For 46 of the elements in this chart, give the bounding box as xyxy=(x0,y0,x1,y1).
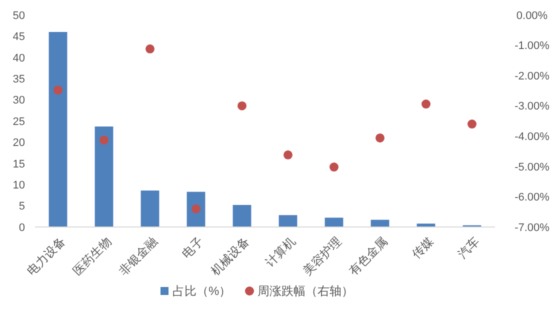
point xyxy=(54,86,62,95)
point xyxy=(238,101,246,110)
y2-tick-label: -3.00% xyxy=(514,100,550,113)
point xyxy=(376,133,384,142)
bar xyxy=(278,215,298,227)
bar xyxy=(232,204,252,227)
x-tick-label: 美容护理 xyxy=(300,234,344,278)
y2-tick-label: -5.00% xyxy=(514,161,550,174)
y-tick-label: 10 xyxy=(12,179,25,192)
x-tick-label: 计算机 xyxy=(262,234,298,270)
point xyxy=(468,120,476,129)
y-tick-label: 25 xyxy=(12,116,25,128)
y2-tick-label: -2.00% xyxy=(514,70,550,82)
legend-label: 占比（%） xyxy=(172,284,232,298)
x-tick-label: 电子 xyxy=(179,234,206,262)
y2-tick-label: 0.00% xyxy=(516,10,548,22)
point xyxy=(284,150,292,160)
x-tick-label: 电力设备 xyxy=(24,234,68,278)
x-tick-label: 医药生物 xyxy=(70,234,114,278)
y2-tick-label: -7.00% xyxy=(514,222,550,234)
x-tick-label: 汽车 xyxy=(455,234,482,262)
point xyxy=(100,136,108,145)
y2-tick-label: -6.00% xyxy=(514,192,550,204)
bar xyxy=(324,218,344,227)
y-tick-label: 40 xyxy=(12,52,25,64)
x-tick-label: 有色金属 xyxy=(346,234,390,278)
y-tick-label: 15 xyxy=(12,158,25,170)
legend-label: 周涨跌幅（右轴） xyxy=(258,284,354,298)
y-tick-label: 30 xyxy=(12,94,25,107)
y-tick-label: 35 xyxy=(12,73,25,86)
point xyxy=(330,162,338,172)
y2-tick-label: -4.00% xyxy=(514,130,550,143)
x-tick-label: 非银金融 xyxy=(116,234,160,278)
bar xyxy=(140,190,160,227)
x-tick-label: 机械设备 xyxy=(208,234,252,278)
y2-tick-label: -1.00% xyxy=(514,40,550,52)
point xyxy=(422,100,430,109)
x-tick-label: 传媒 xyxy=(409,234,436,262)
y-tick-label: 5 xyxy=(18,200,25,213)
y-tick-label: 0 xyxy=(18,222,25,234)
y-tick-label: 45 xyxy=(12,31,25,44)
bar xyxy=(94,126,114,227)
point xyxy=(146,44,154,54)
y-tick-label: 50 xyxy=(12,10,25,22)
bar xyxy=(48,32,68,227)
y-tick-label: 20 xyxy=(12,137,25,150)
